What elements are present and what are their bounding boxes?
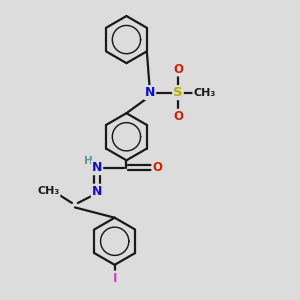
Text: I: I: [112, 272, 117, 285]
Text: H: H: [84, 156, 93, 166]
Text: O: O: [173, 62, 183, 76]
Text: N: N: [92, 185, 102, 198]
Text: O: O: [173, 110, 183, 123]
Text: O: O: [152, 161, 162, 174]
Text: CH₃: CH₃: [193, 88, 216, 98]
Text: N: N: [92, 161, 102, 174]
Text: CH₃: CH₃: [37, 186, 59, 196]
Text: S: S: [173, 86, 183, 99]
Text: N: N: [145, 86, 155, 99]
